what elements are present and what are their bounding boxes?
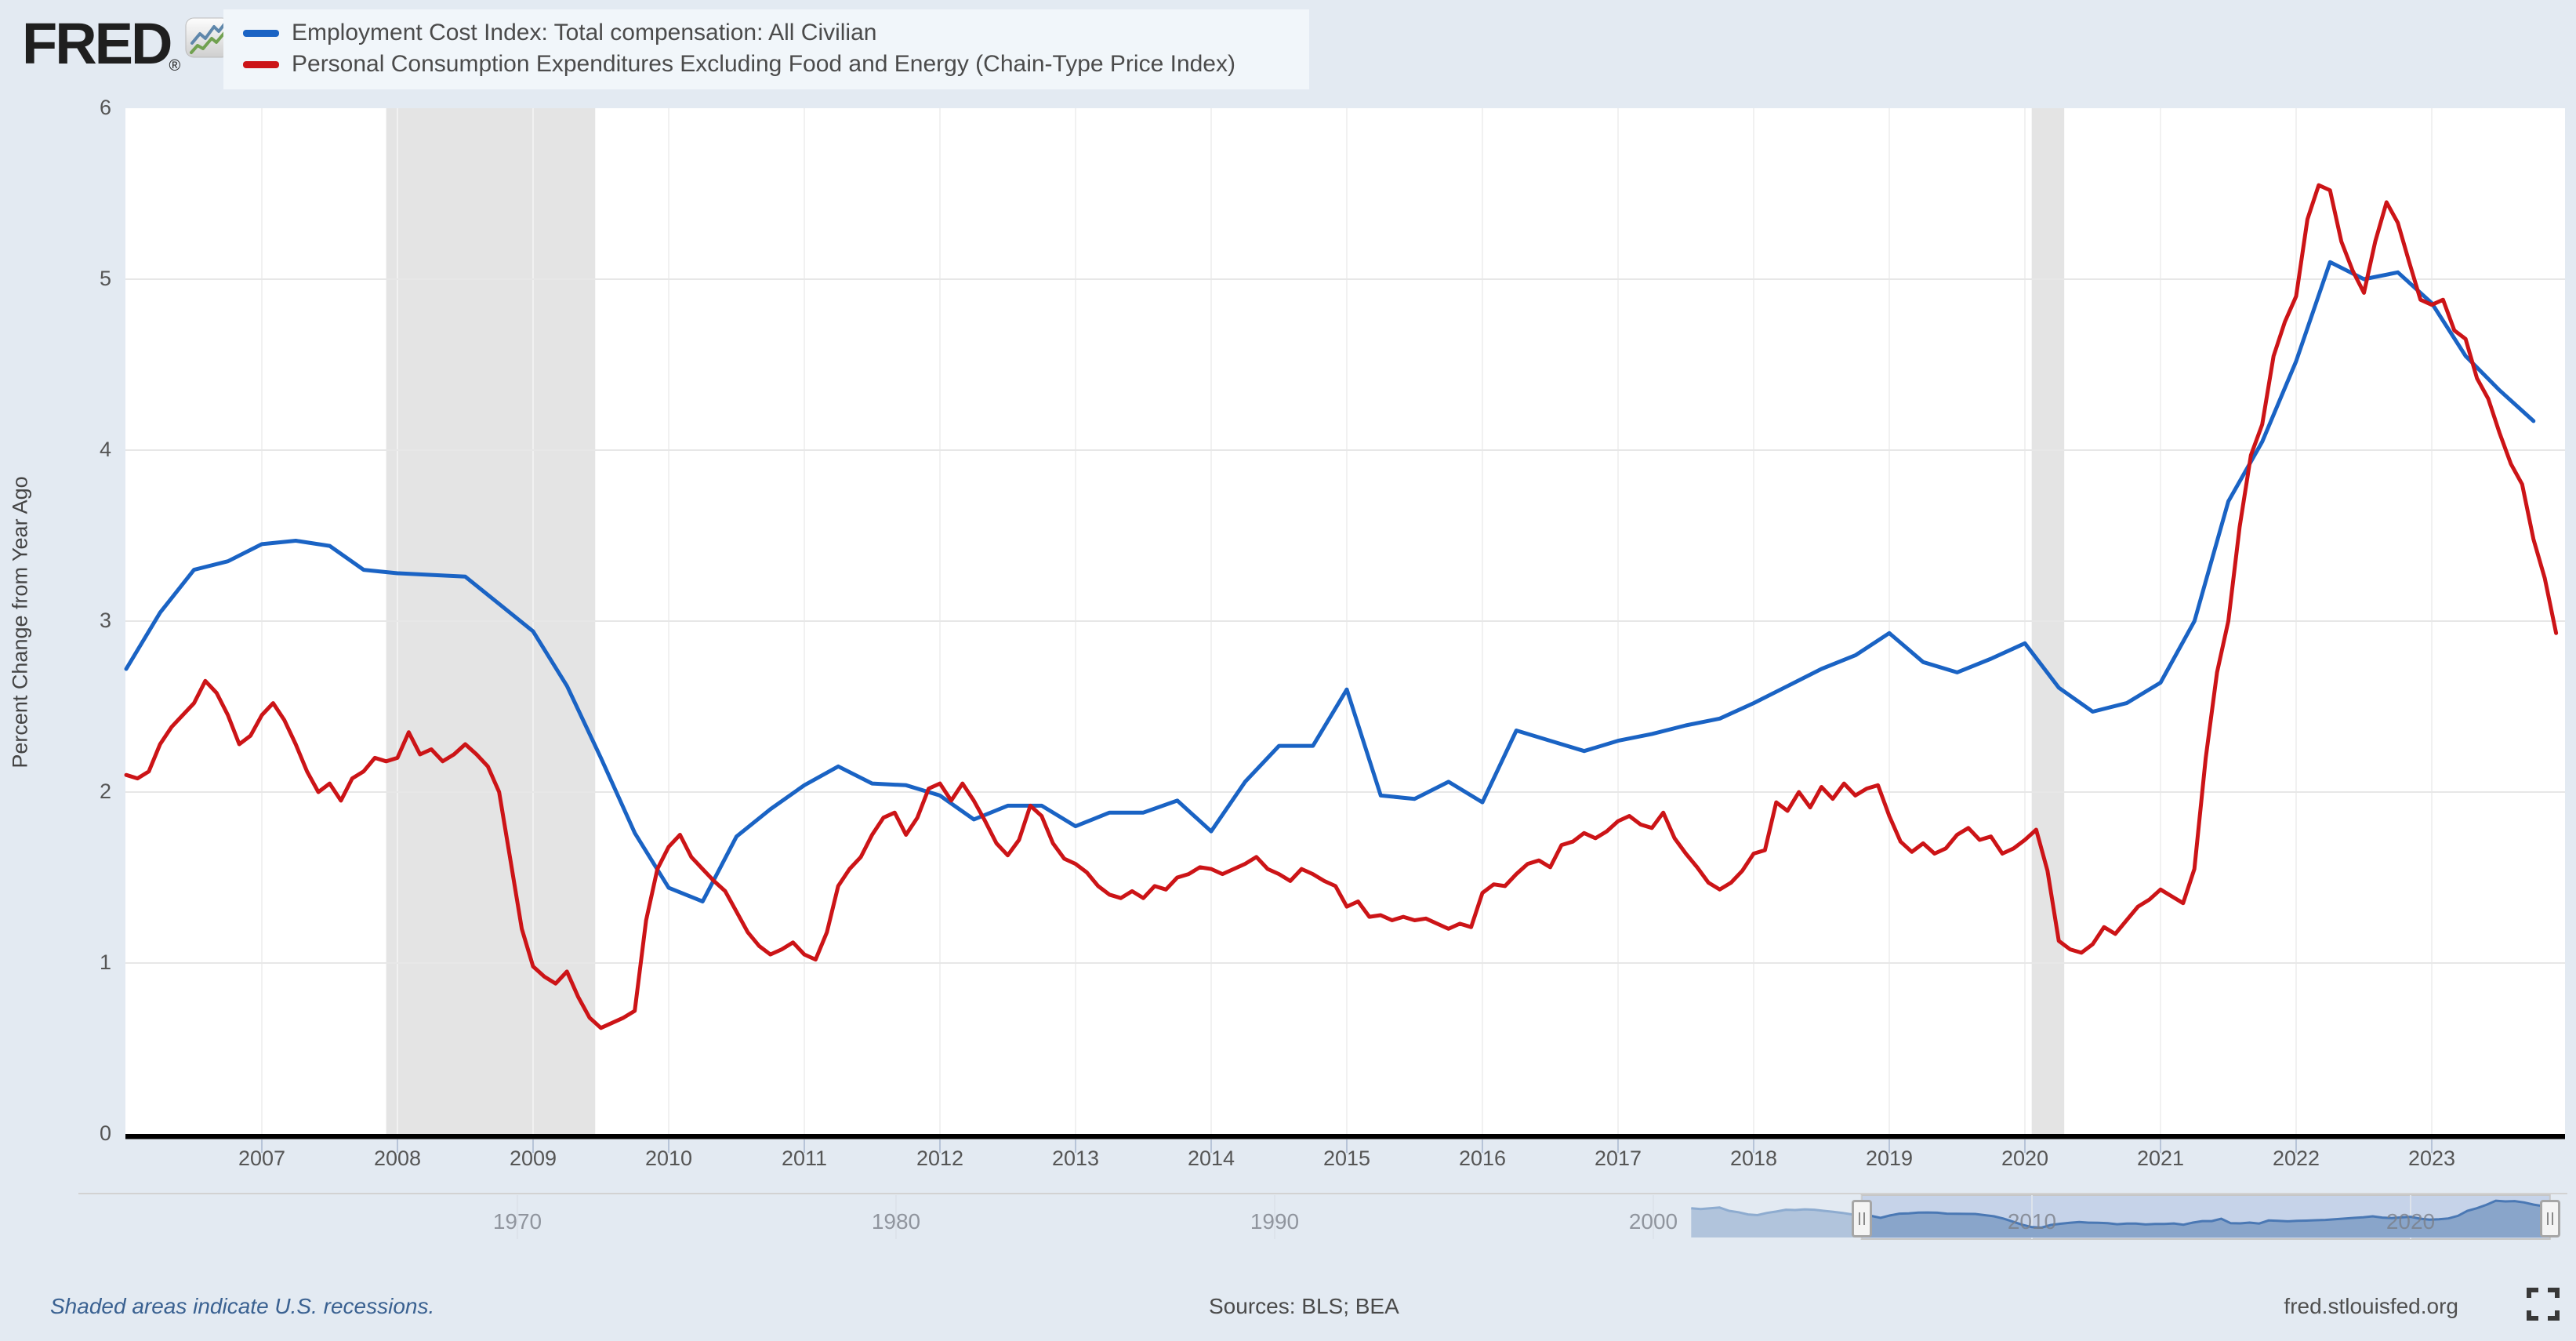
x-tick-label: 2013 — [1051, 1147, 1100, 1170]
fred-logo[interactable]: FRED ® — [22, 13, 230, 83]
eci-line-series[interactable] — [124, 260, 2536, 903]
minimap-top-rule — [78, 1193, 2567, 1194]
y-tick-label: 2 — [99, 780, 111, 803]
y-tick-label: 6 — [99, 96, 111, 119]
x-tick-label: 2009 — [509, 1147, 557, 1170]
fred-zigzag-chart-icon — [185, 17, 230, 62]
minimap-area — [1691, 1201, 2553, 1237]
x-tick-label: 2016 — [1458, 1147, 1507, 1170]
minimap-decade-label: 1990 — [1250, 1209, 1300, 1234]
plot-area[interactable] — [0, 0, 2576, 1192]
minimap-decade-label: 1970 — [492, 1209, 542, 1234]
x-tick-label: 2012 — [916, 1147, 964, 1170]
minimap-decade-label: 2020 — [2386, 1209, 2436, 1234]
fullscreen-icon[interactable] — [2524, 1285, 2562, 1324]
pce-line-series[interactable] — [124, 183, 2559, 1030]
legend-swatch-red — [243, 60, 279, 68]
legend-label: Employment Cost Index: Total compensatio… — [292, 20, 877, 45]
legend-swatch-blue — [243, 29, 279, 37]
x-tick-label: 2010 — [644, 1147, 693, 1170]
legend-item-pce[interactable]: Personal Consumption Expenditures Exclud… — [243, 50, 1235, 78]
x-axis-line — [125, 1134, 2565, 1139]
sources-text: Sources: BLS; BEA — [1209, 1294, 1399, 1318]
y-tick-label: 1 — [99, 950, 111, 974]
x-tick-label: 2015 — [1322, 1147, 1371, 1170]
minimap-decade-label: 1980 — [871, 1209, 921, 1234]
minimap-decade-label: 2000 — [1628, 1209, 1678, 1234]
minimap-decade-label: 2010 — [2007, 1209, 2057, 1234]
registered-trademark: ® — [169, 57, 181, 74]
x-tick-label: 2022 — [2272, 1147, 2320, 1170]
x-tick-label: 2018 — [1729, 1147, 1778, 1170]
x-tick-label: 2017 — [1594, 1147, 1642, 1170]
x-tick-label: 2019 — [1865, 1147, 1914, 1170]
x-tick-label: 2011 — [781, 1147, 828, 1170]
y-tick-label: 3 — [99, 609, 111, 632]
minimap-area-outline — [1691, 1199, 2553, 1230]
x-tick-label: 2020 — [2001, 1147, 2049, 1170]
fred-logo-text: FRED — [22, 11, 172, 76]
legend-panel — [223, 9, 1309, 89]
x-tick-label: 2021 — [2136, 1147, 2185, 1170]
recession-note: Shaded areas indicate U.S. recessions. — [50, 1294, 435, 1318]
x-tick-label: 2023 — [2407, 1147, 2456, 1170]
x-tick-label: 2014 — [1187, 1147, 1235, 1170]
x-tick-label: 2007 — [238, 1147, 286, 1170]
range-slider-left-handle[interactable] — [1851, 1200, 1872, 1237]
y-tick-label: 5 — [99, 267, 111, 290]
legend-label: Personal Consumption Expenditures Exclud… — [292, 51, 1235, 77]
x-tick-label: 2008 — [373, 1147, 422, 1170]
y-tick-label: 0 — [99, 1121, 111, 1145]
y-tick-label: 4 — [99, 438, 111, 461]
minimap-unselected-overlay — [1689, 1195, 1862, 1239]
legend-item-eci[interactable]: Employment Cost Index: Total compensatio… — [243, 19, 876, 47]
site-link[interactable]: fred.stlouisfed.org — [2284, 1294, 2458, 1318]
range-slider-right-handle[interactable] — [2539, 1200, 2560, 1237]
